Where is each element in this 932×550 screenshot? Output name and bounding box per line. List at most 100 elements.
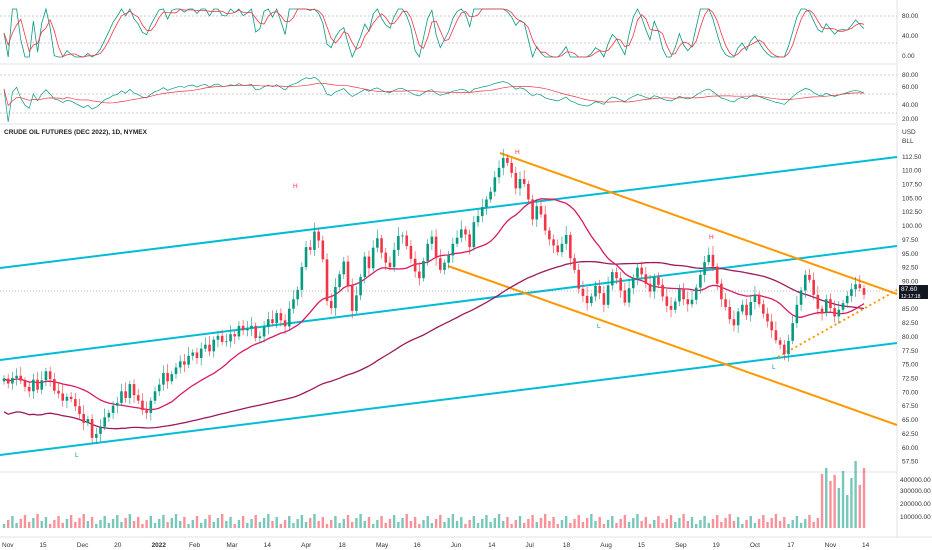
volume-bar [694, 524, 698, 528]
candle-body [493, 177, 497, 192]
time-tick: 19 [712, 542, 720, 549]
volume-bar [397, 522, 400, 528]
candle-body [506, 157, 509, 163]
volume-bar [195, 516, 199, 528]
time-tick: 18 [339, 542, 347, 549]
time-axis: Nov 15 Dec 20 2022 Feb Mar 14 Apr 18 May 16 Jun 14 Jul… [2, 542, 870, 549]
candle-body [514, 172, 518, 189]
candle-body [99, 426, 102, 434]
volume-bar [862, 468, 866, 528]
candle-body [686, 299, 690, 305]
volume-bar [686, 521, 690, 528]
rsi-tick-40: 40.00 [902, 102, 919, 109]
candle-body [455, 237, 459, 244]
candle-body [422, 260, 425, 279]
candle-body [19, 375, 23, 381]
candle-body [556, 245, 560, 253]
volume-bar [86, 521, 90, 528]
volume-bar [99, 520, 102, 528]
volume-bar [451, 514, 455, 528]
volume-bar [514, 520, 518, 528]
volume-bar [531, 515, 534, 528]
candle-body [346, 261, 350, 286]
candle-body [308, 247, 312, 250]
candle-body [141, 400, 144, 411]
volume-bar [279, 524, 283, 528]
volume-bar [338, 523, 341, 528]
volume-bar [292, 523, 295, 528]
volume-bar [95, 524, 98, 528]
candle-body [816, 294, 820, 309]
volume-bar [342, 519, 346, 528]
volume-bar [749, 516, 752, 528]
candle-body [65, 396, 69, 401]
volume-bar [158, 519, 161, 528]
volume-bar [90, 517, 94, 528]
volume-bar [69, 515, 73, 528]
candle-body [476, 216, 480, 223]
candle-body [833, 308, 836, 317]
time-tick: 14 [488, 542, 496, 549]
volume-bar [325, 524, 329, 528]
volume-bar [502, 521, 505, 528]
volume-bar [468, 520, 471, 528]
volume-bar [434, 519, 438, 528]
candle-body [367, 256, 371, 269]
candle-body [136, 395, 140, 401]
price-tick: 97.50 [902, 237, 919, 244]
candle-body [627, 288, 631, 303]
volume-bar [711, 519, 715, 528]
candle-body [837, 309, 841, 317]
candle-body [762, 304, 765, 314]
volume-bar [11, 516, 14, 528]
candle-body [174, 367, 178, 375]
candle-body [258, 336, 262, 339]
candle-body [338, 274, 341, 288]
candle-body [552, 239, 555, 246]
candle-body [782, 344, 786, 355]
volume-tick-100k: 100000.00 [900, 514, 931, 521]
orange-upper-line [499, 152, 898, 295]
volume-bar [250, 519, 253, 528]
candles-group [2, 149, 866, 444]
candle-body [250, 325, 253, 329]
candle-body [631, 277, 635, 289]
candle-body [162, 372, 165, 385]
volume-bar [137, 517, 140, 528]
rsi-tick-20: 20.00 [902, 116, 919, 123]
volume-bar [199, 523, 203, 528]
candle-body [791, 323, 794, 341]
candle-body [254, 325, 258, 339]
candle-body [535, 206, 539, 220]
upper-channel-line [0, 156, 898, 269]
candle-body [560, 243, 564, 253]
candle-body [334, 287, 337, 309]
volume-bar [346, 515, 350, 528]
volume-bar [145, 520, 148, 528]
candle-body [590, 296, 593, 304]
volume-bar [330, 520, 333, 528]
volume-bar [53, 520, 56, 528]
volume-bar [846, 495, 849, 528]
volume-bar [187, 524, 190, 528]
time-tick: Aug [600, 542, 612, 549]
volume-bar [669, 515, 673, 528]
candle-body [745, 304, 748, 316]
candle-body [342, 261, 346, 275]
volume-bar [581, 522, 585, 528]
volume-bar [225, 521, 228, 528]
candle-body [623, 290, 627, 303]
price-tick: 67.50 [902, 403, 919, 410]
volume-bar [321, 517, 325, 528]
volume-bar [229, 517, 232, 528]
volume-bar [82, 514, 85, 528]
price-tick: 105.00 [902, 195, 922, 202]
volume-bar [439, 515, 442, 528]
candle-body [153, 391, 157, 401]
price-tick: 85.00 [902, 306, 919, 313]
candle-body [447, 255, 450, 263]
candle-body [15, 375, 18, 378]
price-tick: 75.00 [902, 362, 919, 369]
volume-bar [367, 517, 371, 528]
